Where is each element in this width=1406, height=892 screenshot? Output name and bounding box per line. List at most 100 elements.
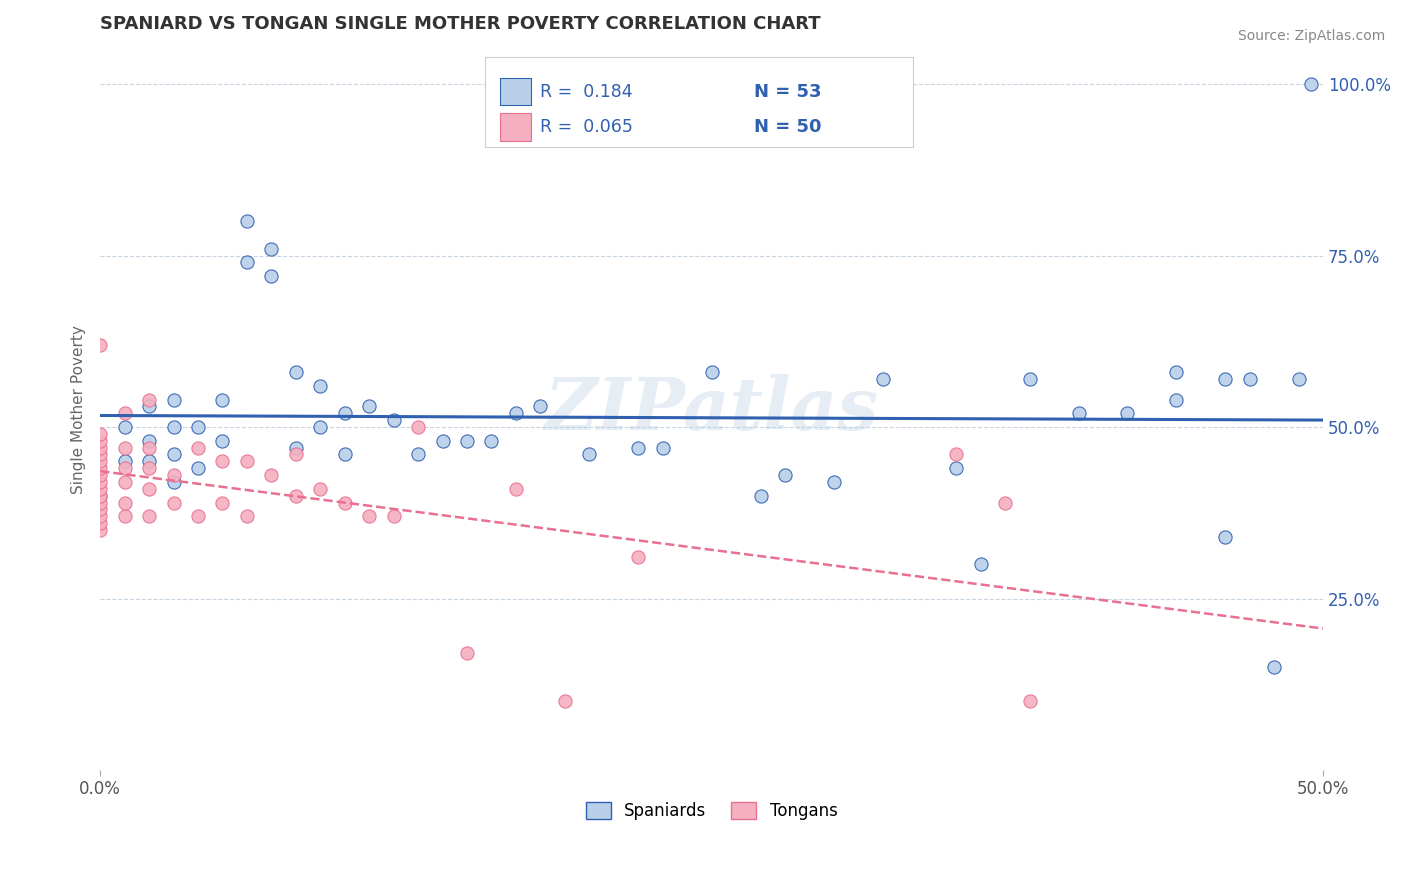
Point [382, 509, 405, 524]
Point [627, 550, 650, 565]
Point [162, 468, 184, 483]
Point [1213, 530, 1236, 544]
Point [114, 461, 136, 475]
Point [162, 392, 184, 407]
Point [945, 448, 967, 462]
Point [872, 372, 894, 386]
Point [432, 434, 454, 448]
Point [945, 461, 967, 475]
Point [333, 495, 356, 509]
FancyBboxPatch shape [485, 57, 914, 147]
Point [89, 523, 111, 537]
Point [89, 482, 111, 496]
Point [89, 461, 111, 475]
Point [529, 400, 551, 414]
Point [187, 420, 209, 434]
Point [138, 434, 160, 448]
Point [89, 426, 111, 441]
Point [1288, 372, 1310, 386]
Point [114, 495, 136, 509]
Point [1018, 372, 1040, 386]
Point [114, 454, 136, 468]
Text: R =  0.065: R = 0.065 [540, 118, 633, 136]
Point [236, 454, 259, 468]
Point [406, 420, 429, 434]
Text: N = 50: N = 50 [755, 118, 823, 136]
Point [89, 454, 111, 468]
Point [89, 495, 111, 509]
Point [89, 502, 111, 516]
Point [260, 242, 283, 256]
Point [1116, 406, 1139, 420]
FancyBboxPatch shape [501, 78, 530, 105]
Point [456, 434, 478, 448]
Point [138, 482, 160, 496]
Point [89, 434, 111, 448]
Point [162, 495, 184, 509]
Point [89, 516, 111, 530]
Point [1166, 365, 1188, 379]
Point [1166, 392, 1188, 407]
Point [823, 475, 845, 489]
Point [211, 434, 233, 448]
Point [260, 468, 283, 483]
Point [1213, 372, 1236, 386]
Point [114, 406, 136, 420]
Point [89, 448, 111, 462]
Point [89, 468, 111, 483]
Point [162, 420, 184, 434]
Point [138, 392, 160, 407]
Point [333, 448, 356, 462]
Point [359, 509, 381, 524]
Point [578, 448, 600, 462]
Point [89, 475, 111, 489]
Text: ZIPatlas: ZIPatlas [544, 375, 879, 445]
Point [284, 365, 307, 379]
Point [89, 509, 111, 524]
Point [187, 509, 209, 524]
Point [994, 495, 1017, 509]
Point [1299, 77, 1322, 91]
Point [114, 509, 136, 524]
Point [211, 392, 233, 407]
Point [138, 400, 160, 414]
Point [89, 441, 111, 455]
Point [260, 269, 283, 284]
Point [284, 441, 307, 455]
Point [382, 413, 405, 427]
Point [187, 461, 209, 475]
Point [114, 441, 136, 455]
Point [970, 558, 993, 572]
Point [481, 434, 503, 448]
Point [700, 365, 723, 379]
Point [138, 454, 160, 468]
Point [138, 441, 160, 455]
Point [162, 475, 184, 489]
Point [1263, 660, 1285, 674]
Point [309, 379, 332, 393]
Point [114, 420, 136, 434]
Point [359, 400, 381, 414]
Point [236, 214, 259, 228]
Point [773, 468, 796, 483]
Text: R =  0.184: R = 0.184 [540, 83, 633, 101]
Point [1239, 372, 1261, 386]
Point [1018, 694, 1040, 708]
Point [211, 495, 233, 509]
Point [236, 509, 259, 524]
Text: Source: ZipAtlas.com: Source: ZipAtlas.com [1237, 29, 1385, 43]
Point [114, 475, 136, 489]
Point [651, 441, 673, 455]
Point [138, 461, 160, 475]
Point [309, 482, 332, 496]
Point [1067, 406, 1090, 420]
Point [309, 420, 332, 434]
Point [505, 482, 527, 496]
FancyBboxPatch shape [501, 113, 530, 141]
Point [456, 647, 478, 661]
Point [406, 448, 429, 462]
Point [284, 448, 307, 462]
Point [627, 441, 650, 455]
Legend: Spaniards, Tongans: Spaniards, Tongans [579, 795, 844, 827]
Text: SPANIARD VS TONGAN SINGLE MOTHER POVERTY CORRELATION CHART: SPANIARD VS TONGAN SINGLE MOTHER POVERTY… [100, 15, 821, 33]
